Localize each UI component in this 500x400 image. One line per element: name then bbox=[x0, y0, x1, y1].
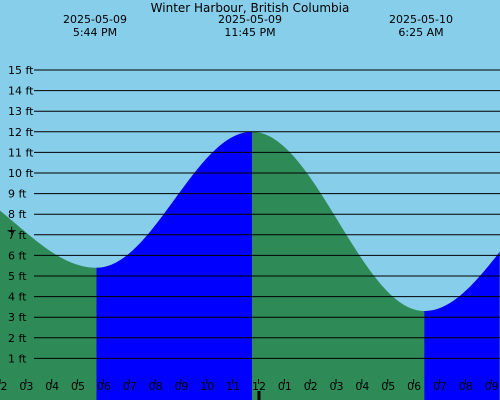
x-tick-label-9: 11 bbox=[226, 380, 240, 393]
x-tick-label-11: 01 bbox=[278, 380, 292, 393]
top-time-label-3: 6:25 AM bbox=[398, 26, 443, 39]
y-tick-label-1: 1 ft bbox=[8, 352, 27, 365]
x-axis-ticks: 02 03 04 05 06 07 08 09 10 11 12 01 02 03 04 05 06 07 08 09 bbox=[0, 379, 499, 400]
x-tick-label-18: 08 bbox=[459, 380, 473, 393]
x-tick-label-7: 09 bbox=[174, 380, 188, 393]
y-tick-label-15: 15 ft bbox=[8, 64, 34, 77]
x-tick-label-8: 10 bbox=[200, 380, 214, 393]
highlight-band-1 bbox=[96, 131, 253, 400]
tide-area-layer bbox=[0, 131, 500, 400]
y-tick-label-11: 11 ft bbox=[8, 146, 34, 159]
x-tick-label-3: 05 bbox=[71, 380, 85, 393]
top-date-label-1: 2025-05-09 bbox=[63, 13, 127, 26]
x-tick-label-19: 09 bbox=[485, 380, 499, 393]
y-tick-label-13: 13 ft bbox=[8, 105, 34, 118]
x-tick-label-16: 06 bbox=[407, 380, 421, 393]
y-tick-label-6: 6 ft bbox=[8, 249, 27, 262]
y-tick-label-10: 10 ft bbox=[8, 167, 34, 180]
y-tick-label-7: 7 ft bbox=[8, 229, 27, 242]
y-tick-label-4: 4 ft bbox=[8, 291, 27, 304]
chart-title: Winter Harbour, British Columbia bbox=[151, 1, 350, 15]
y-tick-label-3: 3 ft bbox=[8, 311, 27, 324]
highlight-band-2 bbox=[424, 252, 500, 400]
top-date-label-2: 2025-05-09 bbox=[218, 13, 282, 26]
y-tick-label-12: 12 ft bbox=[8, 126, 34, 139]
x-tick-label-14: 04 bbox=[355, 380, 369, 393]
x-tick-label-15: 05 bbox=[381, 380, 395, 393]
x-tick-label-5: 07 bbox=[123, 380, 137, 393]
top-date-label-3: 2025-05-10 bbox=[389, 13, 453, 26]
marker-layer bbox=[7, 226, 16, 235]
y-tick-label-8: 8 ft bbox=[8, 208, 27, 221]
y-axis-ticks: 1 ft 2 ft 3 ft 4 ft 5 ft 6 ft 7 ft 8 ft 9 ft 10 f… bbox=[8, 64, 34, 365]
y-tick-label-9: 9 ft bbox=[8, 188, 27, 201]
x-tick-label-13: 03 bbox=[330, 380, 344, 393]
top-time-label-2: 11:45 PM bbox=[224, 26, 275, 39]
y-tick-label-14: 14 ft bbox=[8, 85, 34, 98]
midnight-marker bbox=[257, 391, 261, 400]
gridlines bbox=[34, 69, 500, 359]
x-tick-label-0: 02 bbox=[0, 380, 8, 393]
x-tick-label-1: 03 bbox=[19, 380, 33, 393]
x-tick-label-12: 02 bbox=[304, 380, 318, 393]
top-time-label-1: 5:44 PM bbox=[73, 26, 117, 39]
x-tick-label-6: 08 bbox=[149, 380, 163, 393]
y-tick-label-5: 5 ft bbox=[8, 270, 27, 283]
y-tick-label-2: 2 ft bbox=[8, 332, 27, 345]
x-tick-label-10: 12 bbox=[252, 380, 266, 393]
x-tick-label-2: 04 bbox=[45, 380, 59, 393]
x-tick-label-4: 06 bbox=[97, 380, 111, 393]
x-tick-label-17: 07 bbox=[433, 380, 447, 393]
